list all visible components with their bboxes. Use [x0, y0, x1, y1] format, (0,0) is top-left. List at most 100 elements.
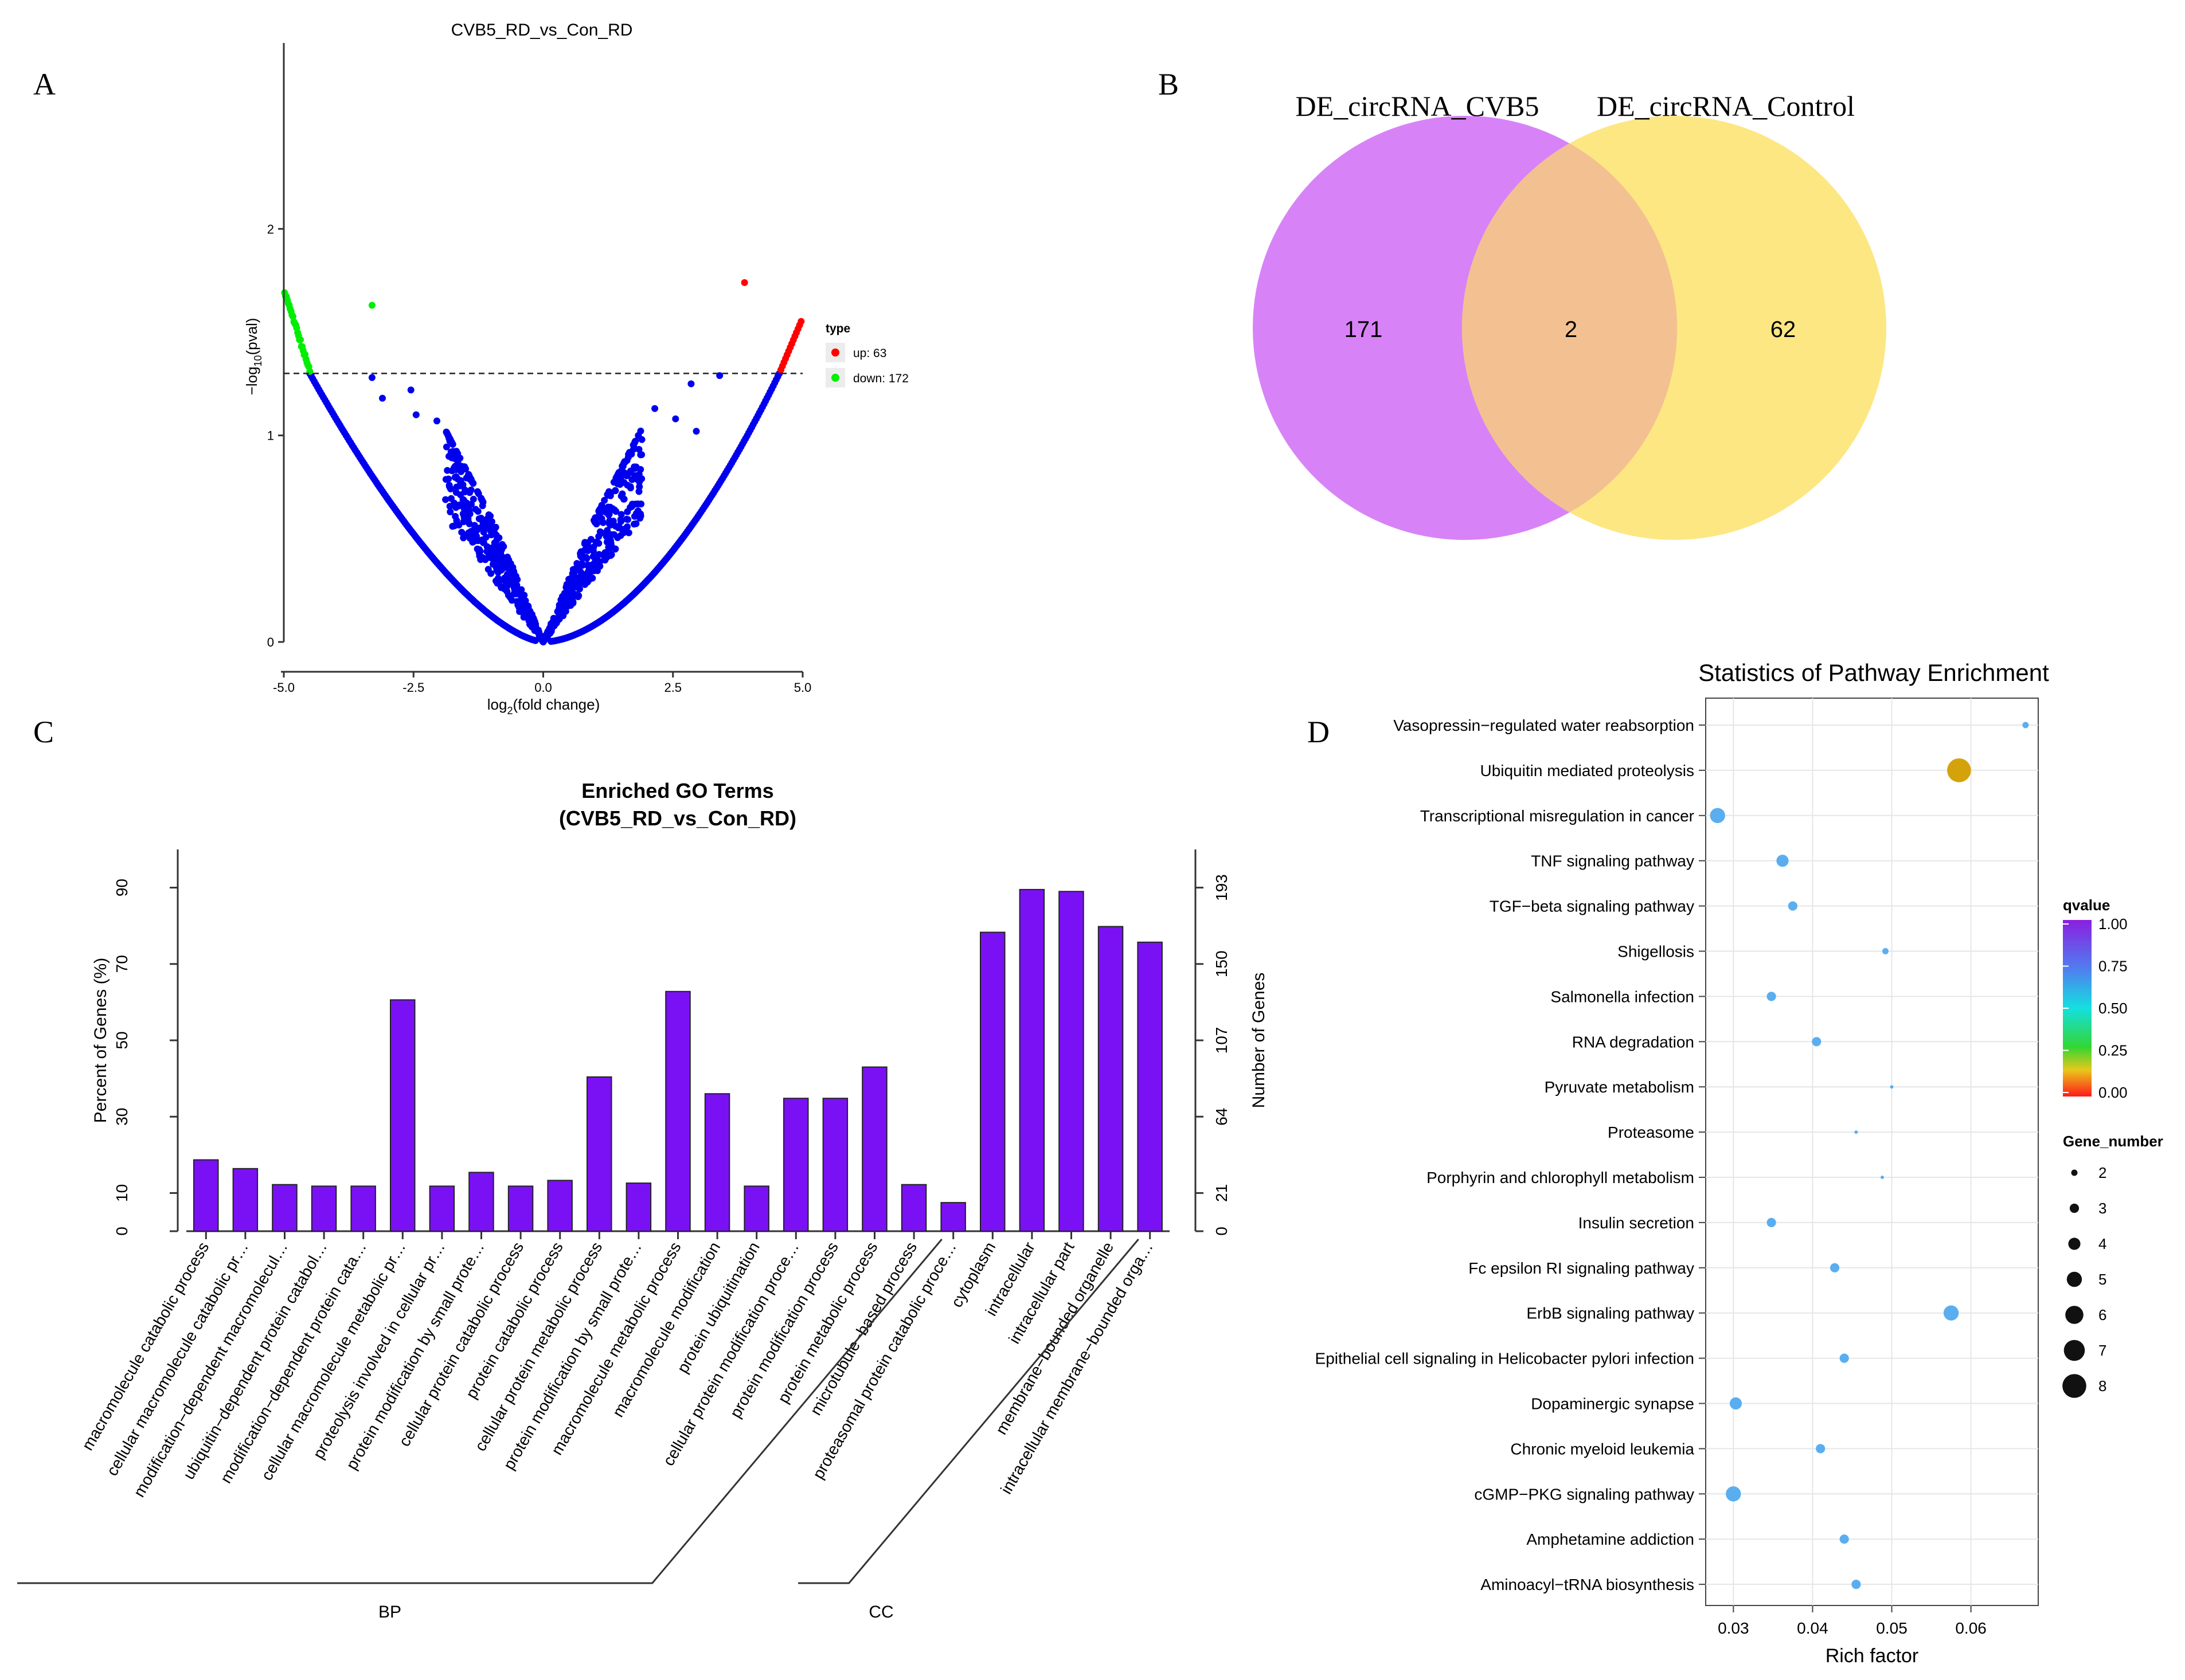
- go-bar: [232, 1168, 259, 1232]
- volcano-point-ns: [525, 603, 532, 610]
- go-bar: [429, 1185, 455, 1232]
- volcano-point-ns: [634, 500, 642, 508]
- volcano-point-ns: [631, 512, 638, 520]
- volcano-point-ns: [611, 506, 618, 514]
- go-bar: [193, 1159, 219, 1232]
- venn-count-overlap: 2: [1565, 317, 1577, 342]
- volcano-point-ns: [495, 534, 503, 542]
- gene-number-legend-label: 8: [2098, 1377, 2106, 1395]
- volcano-point-ns: [579, 562, 587, 569]
- kegg-pathway-label: Proteasome: [1608, 1123, 1694, 1141]
- gene-number-legend-dot: [2066, 1271, 2082, 1287]
- volcano-y-tick-label: 1: [267, 429, 274, 443]
- kegg-bubble: [1812, 1037, 1822, 1047]
- volcano-point-ns: [445, 434, 452, 442]
- venn-label-cvb5: DE_circRNA_CVB5: [1296, 90, 1539, 122]
- volcano-x-tick-label: -2.5: [402, 680, 424, 695]
- volcano-point-ns: [407, 386, 415, 394]
- go-bar: [390, 999, 416, 1232]
- kegg-pathway-label: Epithelial cell signaling in Helicobacte…: [1315, 1350, 1694, 1368]
- go-group-bracket: [798, 1239, 1139, 1584]
- kegg-x-tick-label: 0.05: [1876, 1619, 1908, 1637]
- volcano-y-ticks: 0 1 2: [267, 222, 284, 649]
- go-group-label: CC: [869, 1603, 893, 1622]
- gene-number-legend-label: 2: [2098, 1164, 2106, 1181]
- kegg-pathway-label: Ubiquitin mediated proteolysis: [1480, 762, 1694, 780]
- volcano-point-ns: [459, 496, 467, 503]
- go-right-tick-label: 107: [1213, 1027, 1230, 1054]
- volcano-point-ns: [492, 542, 500, 550]
- go-bar: [507, 1185, 534, 1232]
- venn-overlap-region: [1461, 143, 1678, 512]
- kegg-bubble: [1890, 1085, 1894, 1089]
- volcano-point-ns: [368, 374, 376, 381]
- volcano-point-down: [298, 343, 305, 350]
- volcano-point-ns: [452, 489, 460, 496]
- kegg-bubble: [1882, 948, 1889, 954]
- volcano-point-ns: [550, 622, 558, 629]
- volcano-legend: type up: 63 down: 172: [826, 322, 909, 387]
- gene-number-legend-label: 3: [2098, 1200, 2106, 1217]
- volcano-point-ns: [617, 511, 625, 518]
- volcano-point-ns: [443, 429, 451, 437]
- go-bar: [1137, 941, 1163, 1232]
- kegg-title: Statistics of Pathway Enrichment: [1698, 659, 2049, 686]
- go-bar: [862, 1066, 888, 1232]
- kegg-bubble-chart: Statistics of Pathway Enrichment Vasopre…: [1315, 659, 2163, 1667]
- qvalue-tick-label: 0.50: [2098, 1000, 2128, 1017]
- volcano-point-ns: [442, 476, 449, 483]
- kegg-pathway-label: Aminoacyl−tRNA biosynthesis: [1480, 1576, 1694, 1593]
- volcano-point-ns: [589, 553, 597, 560]
- volcano-point-ns: [482, 534, 490, 541]
- volcano-title: CVB5_RD_vs_Con_RD: [451, 21, 633, 40]
- volcano-point-ns: [614, 534, 622, 541]
- volcano-points: [281, 279, 805, 645]
- kegg-pathway-label: TGF−beta signaling pathway: [1490, 898, 1694, 915]
- volcano-point-ns: [556, 609, 563, 616]
- volcano-point-ns: [379, 394, 386, 402]
- volcano-point-ns: [597, 530, 604, 537]
- volcano-legend-title: type: [826, 322, 850, 335]
- go-bar: [783, 1098, 809, 1232]
- panel-label-a: A: [33, 67, 56, 101]
- volcano-point-ns: [444, 467, 451, 474]
- volcano-point-ns: [620, 469, 628, 476]
- volcano-point-ns: [546, 629, 553, 636]
- gene-number-legend-dot: [2069, 1203, 2080, 1213]
- go-bar: [626, 1182, 652, 1232]
- volcano-point-ns: [622, 524, 630, 532]
- volcano-point-ns: [412, 411, 420, 418]
- volcano-point-ns: [587, 536, 595, 543]
- volcano-plot: CVB5_RD_vs_Con_RD -5.0 -2.5 0.0 2.5 5.0 012 …: [243, 21, 909, 716]
- go-left-tick-label: 0: [113, 1227, 131, 1236]
- volcano-point-ns: [617, 516, 624, 523]
- volcano-point-ns: [442, 496, 449, 503]
- volcano-point-ns: [479, 519, 487, 526]
- go-bar-chart: Enriched GO Terms (CVB5_RD_vs_Con_RD) 0 1…: [17, 779, 1268, 1622]
- volcano-point-ns: [569, 594, 577, 601]
- volcano-point-ns: [562, 600, 570, 608]
- kegg-bubble: [1943, 1305, 1959, 1321]
- volcano-point-ns: [617, 492, 625, 500]
- go-bar: [704, 1093, 730, 1232]
- kegg-grid: [1733, 698, 1972, 1605]
- gene-number-legend-dot: [2065, 1306, 2084, 1324]
- kegg-plot-area: [1705, 698, 2039, 1606]
- volcano-point-ns: [554, 617, 561, 624]
- volcano-x-label: log2(fold change): [487, 696, 600, 716]
- volcano-point-ns: [500, 543, 507, 550]
- volcano-point-ns: [504, 553, 511, 561]
- volcano-point-ns: [631, 444, 638, 452]
- volcano-point-ns: [460, 534, 467, 542]
- volcano-point-ns: [651, 405, 659, 412]
- volcano-point-ns: [479, 554, 487, 562]
- go-bar: [1097, 926, 1124, 1232]
- kegg-pathway-label: Transcriptional misregulation in cancer: [1420, 807, 1694, 825]
- volcano-point-ns: [466, 510, 474, 518]
- qvalue-ticks: 1.00 0.75 0.50 0.25 0.00: [2063, 915, 2128, 1101]
- volcano-point-ns: [490, 561, 497, 568]
- volcano-point-ns: [586, 544, 593, 551]
- volcano-point-ns: [624, 481, 631, 489]
- volcano-point-ns: [637, 510, 644, 518]
- gene-number-legend-title: Gene_number: [2063, 1133, 2163, 1150]
